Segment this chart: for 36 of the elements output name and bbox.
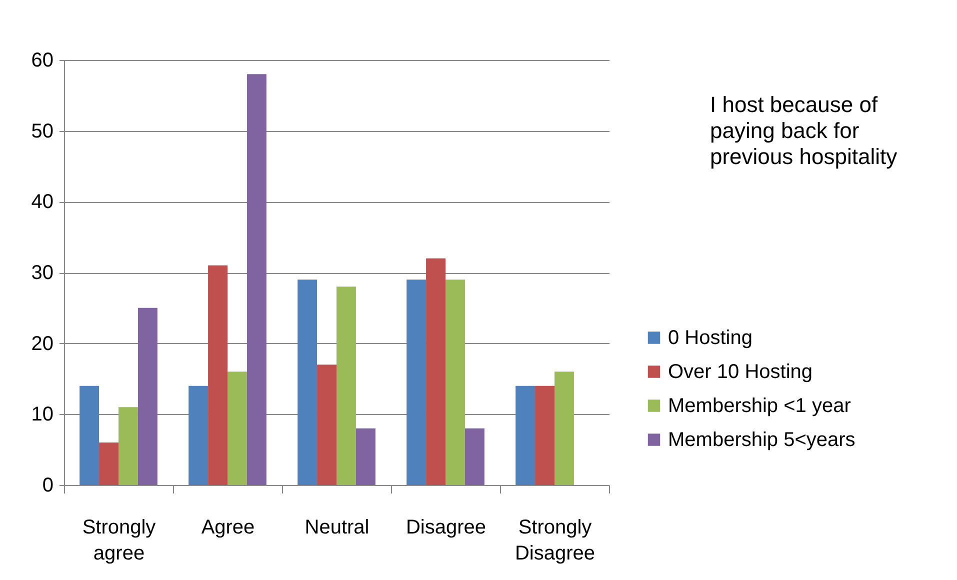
bar — [426, 258, 446, 485]
bar — [554, 372, 574, 485]
legend-label: Membership <1 year — [668, 394, 852, 417]
x-tick-label: Strongly agree — [82, 516, 156, 564]
bar — [317, 364, 336, 485]
y-tick-label: 0 — [42, 474, 54, 496]
bar — [464, 428, 484, 485]
x-tick-label: Strongly Disagree — [514, 516, 596, 564]
bar — [336, 286, 356, 485]
bar — [535, 386, 554, 485]
bar — [246, 74, 266, 485]
x-tick-label: Agree — [201, 516, 255, 538]
bar — [516, 386, 536, 485]
bar — [208, 265, 228, 485]
bar — [356, 428, 376, 485]
legend-label: Over 10 Hosting — [668, 360, 813, 383]
y-tick-label: 40 — [31, 191, 54, 214]
bar — [298, 280, 318, 485]
y-tick-label: 60 — [31, 50, 54, 72]
bar — [99, 442, 118, 485]
bar — [188, 386, 208, 485]
bar — [446, 280, 465, 485]
bar — [118, 407, 138, 485]
legend-label: 0 Hosting — [668, 326, 752, 349]
y-tick-label: 10 — [31, 404, 54, 426]
legend-label: Membership 5<years — [668, 428, 856, 451]
x-tick-label: Disagree — [406, 516, 486, 538]
y-tick-label: 50 — [31, 120, 54, 142]
bar — [80, 386, 100, 485]
y-tick-label: 30 — [31, 262, 54, 284]
x-tick-label: Neutral — [304, 516, 370, 538]
y-tick-label: 20 — [31, 332, 54, 355]
bar — [138, 308, 158, 485]
bar — [406, 280, 426, 485]
text: I host because of paying back for previous hospitality — [710, 92, 898, 170]
bar — [228, 372, 247, 485]
